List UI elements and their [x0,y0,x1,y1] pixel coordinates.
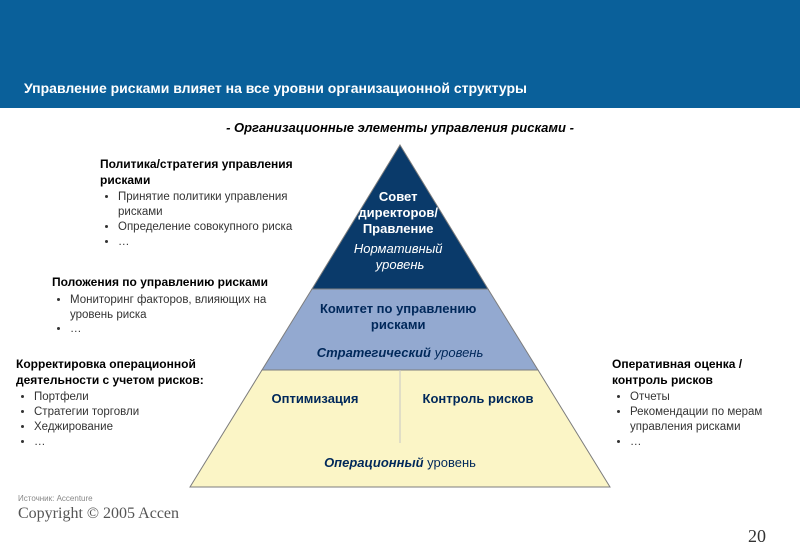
source-label: Источник: Accenture [18,494,93,503]
list-item: … [630,435,792,450]
list-item: Отчеты [630,390,792,405]
list-item: Портфели [34,390,216,405]
list-item: … [70,322,272,337]
annotation-operational-assessment: Оперативная оценка / контроль рисков Отч… [612,357,792,450]
list-item: Хеджирование [34,420,216,435]
annotation-heading: Политика/стратегия управления рисками [100,157,310,188]
list-item: Мониторинг факторов, влияющих на уровень… [70,293,272,323]
bottom-right-label: Контроль рисков [423,391,534,406]
diagram-stage: Совет директоров/ Правление Нормативный … [0,135,800,553]
list-item: … [118,235,310,250]
header: Управление рисками влияет на все уровни … [0,0,800,108]
list-item: Рекомендации по мерам управления рисками [630,405,792,435]
list-item: Принятие политики управления рисками [118,190,310,220]
bottom-left-label: Оптимизация [271,391,358,406]
annotation-correction: Корректировка операционной деятельности … [16,357,216,450]
list-item: … [34,435,216,450]
annotation-list: Портфели Стратегии торговли Хеджирование… [34,390,216,450]
annotation-list: Принятие политики управления рисками Опр… [118,190,310,250]
subtitle: - Организационные элементы управления ри… [0,120,800,135]
list-item: Определение совокупного риска [118,220,310,235]
page-number: 20 [748,526,766,547]
header-title: Управление рисками влияет на все уровни … [24,80,527,96]
annotation-heading: Корректировка операционной деятельности … [16,357,216,388]
list-item: Стратегии торговли [34,405,216,420]
annotation-policy: Политика/стратегия управления рисками Пр… [100,157,310,250]
annotation-heading: Оперативная оценка / контроль рисков [612,357,792,388]
copyright-text: Copyright © 2005 Accen [18,505,179,523]
bottom-level-label: Операционный уровень [324,455,476,470]
annotation-list: Мониторинг факторов, влияющих на уровень… [70,293,272,338]
annotation-list: Отчеты Рекомендации по мерам управления … [630,390,792,450]
annotation-provisions: Положения по управлению рисками Монитори… [52,275,272,337]
annotation-heading: Положения по управлению рисками [52,275,272,291]
